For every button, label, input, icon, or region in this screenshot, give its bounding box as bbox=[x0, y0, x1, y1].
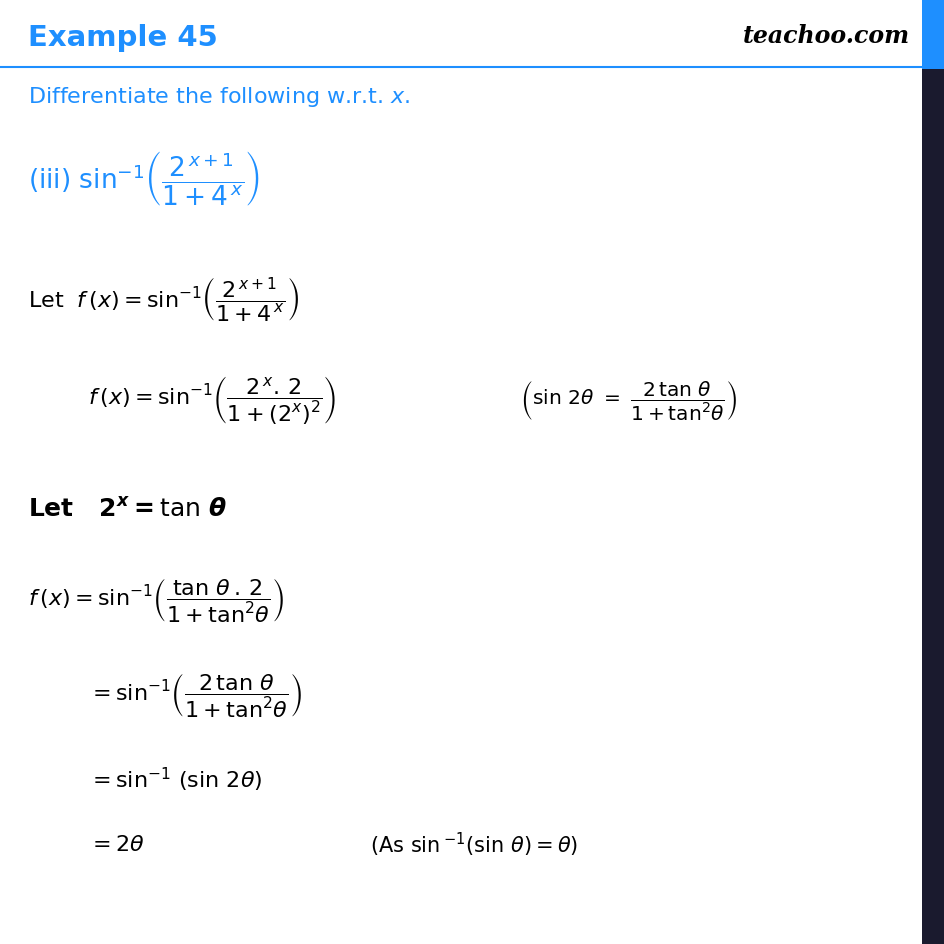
Bar bbox=[921, 70, 944, 944]
Text: Differentiate the following w.r.t. $x$.: Differentiate the following w.r.t. $x$. bbox=[28, 85, 410, 109]
Text: $(\mathrm{As}\ \mathit{\sin}^{-1}(\mathit{\sin}\,\theta) = \theta)$: $(\mathrm{As}\ \mathit{\sin}^{-1}(\mathi… bbox=[370, 830, 578, 858]
Text: $= \sin^{-1}\!\left(\dfrac{2\,\tan\,\theta}{1+\tan^2\!\theta}\right)$: $= \sin^{-1}\!\left(\dfrac{2\,\tan\,\the… bbox=[88, 670, 302, 718]
Text: $f\,(x) = \sin^{-1}\!\left(\dfrac{\tan\,\theta\,.\,2}{1+\tan^2\!\theta}\right)$: $f\,(x) = \sin^{-1}\!\left(\dfrac{\tan\,… bbox=[28, 576, 284, 623]
Text: $\left(\sin\,2\theta\ =\ \dfrac{2\,\tan\,\theta}{1+\tan^2\!\theta}\right)$: $\left(\sin\,2\theta\ =\ \dfrac{2\,\tan\… bbox=[519, 379, 736, 421]
Text: $\mathbf{Let}$   $\mathbf{2^{\boldsymbol{x}} = \tan\,\boldsymbol{\theta}}$: $\mathbf{Let}$ $\mathbf{2^{\boldsymbol{x… bbox=[28, 497, 227, 521]
Bar bbox=[921, 0, 944, 70]
Text: $= \sin^{-1}\,(\sin\,2\theta)$: $= \sin^{-1}\,(\sin\,2\theta)$ bbox=[88, 765, 262, 793]
Text: $= 2\theta$: $= 2\theta$ bbox=[88, 834, 144, 854]
Text: (iii) $\sin^{-1}\!\left(\dfrac{2^{\,x+1}}{1+4^{\,x}}\right)$: (iii) $\sin^{-1}\!\left(\dfrac{2^{\,x+1}… bbox=[28, 148, 260, 208]
Text: teachoo.com: teachoo.com bbox=[742, 24, 909, 48]
Text: $f\,(x) = \sin^{-1}\!\left(\dfrac{2^{\,x}.\,2}{1+(2^x)^2}\right)$: $f\,(x) = \sin^{-1}\!\left(\dfrac{2^{\,x… bbox=[88, 374, 336, 426]
Text: Example 45: Example 45 bbox=[28, 24, 217, 52]
Text: Let  $f\,(x) = \sin^{-1}\!\left(\dfrac{2^{\,x+1}}{1+4^{\,x}}\right)$: Let $f\,(x) = \sin^{-1}\!\left(\dfrac{2^… bbox=[28, 276, 299, 324]
